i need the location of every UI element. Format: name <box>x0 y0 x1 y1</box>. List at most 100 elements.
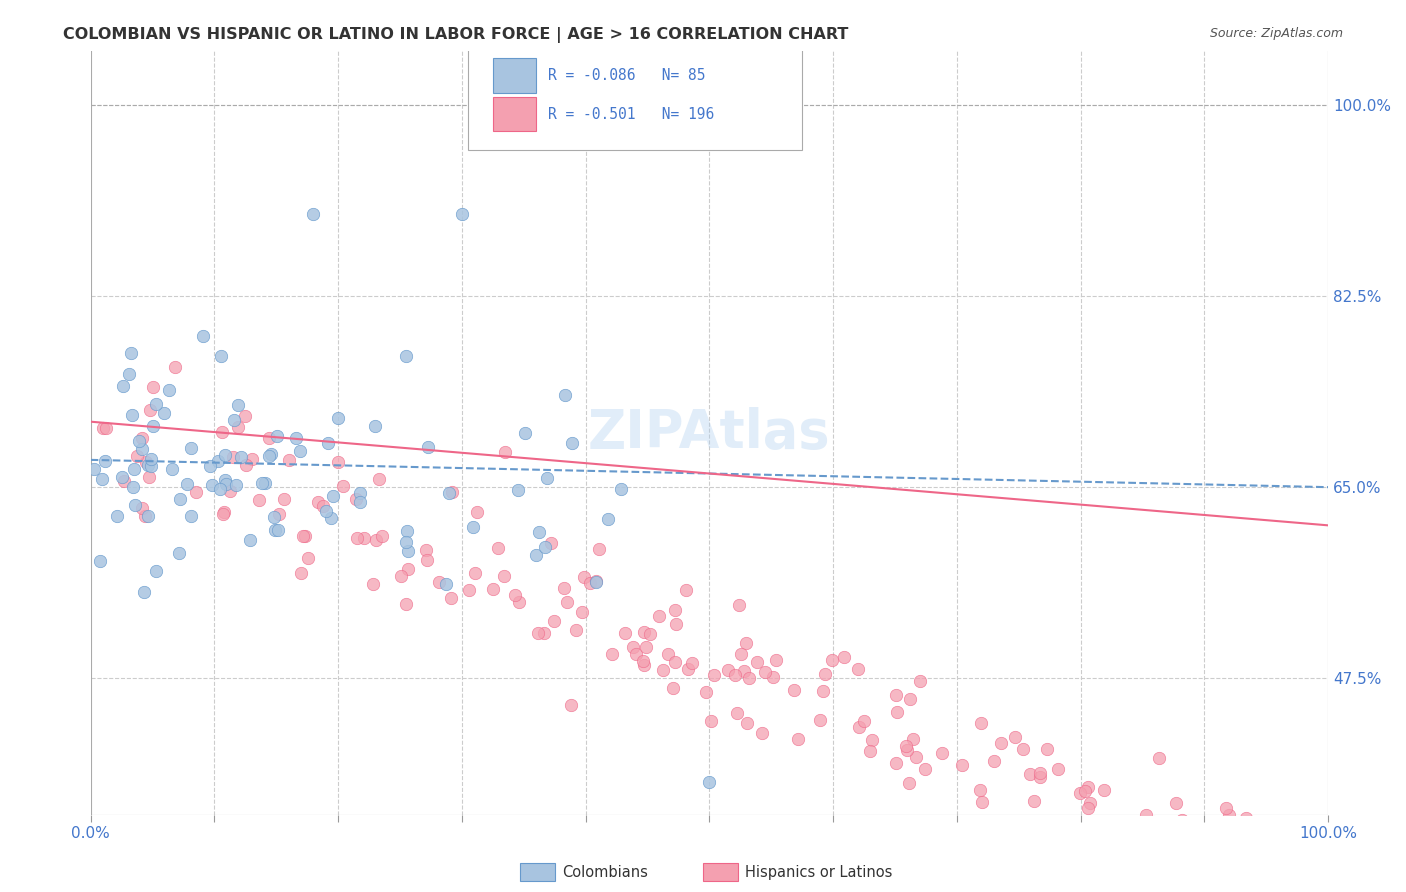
Hispanics or Latinos <box>344 491 367 506</box>
Hispanics or Latinos <box>572 569 595 583</box>
Hispanics or Latinos <box>533 625 555 640</box>
Colombians <box>349 486 371 500</box>
Hispanics or Latinos <box>91 421 114 435</box>
Hispanics or Latinos <box>662 681 685 695</box>
Text: R = -0.501   N= 196: R = -0.501 N= 196 <box>548 106 714 121</box>
Text: Hispanics or Latinos: Hispanics or Latinos <box>745 865 893 880</box>
Colombians <box>136 509 159 524</box>
Hispanics or Latinos <box>1294 818 1316 832</box>
Hispanics or Latinos <box>1063 822 1085 837</box>
Hispanics or Latinos <box>212 505 235 519</box>
Hispanics or Latinos <box>946 831 969 846</box>
Hispanics or Latinos <box>585 574 607 588</box>
Colombians <box>513 426 536 441</box>
Colombians <box>131 442 153 456</box>
Hispanics or Latinos <box>886 705 908 719</box>
Hispanics or Latinos <box>112 475 135 489</box>
Colombians <box>121 408 143 422</box>
Hispanics or Latinos <box>1067 839 1090 854</box>
Hispanics or Latinos <box>240 452 263 467</box>
Bar <box>494 96 536 131</box>
Hispanics or Latinos <box>1201 840 1223 855</box>
Colombians <box>288 444 311 458</box>
Hispanics or Latinos <box>1215 801 1237 815</box>
Hispanics or Latinos <box>564 624 586 638</box>
Colombians <box>263 509 285 524</box>
Hispanics or Latinos <box>735 636 758 650</box>
Hispanics or Latinos <box>665 616 688 631</box>
Hispanics or Latinos <box>623 640 645 655</box>
Hispanics or Latinos <box>1250 828 1272 842</box>
Hispanics or Latinos <box>848 720 870 734</box>
Hispanics or Latinos <box>131 501 153 516</box>
Colombians <box>264 523 287 537</box>
Colombians <box>122 480 145 494</box>
Hispanics or Latinos <box>1126 820 1149 834</box>
Hispanics or Latinos <box>970 715 993 730</box>
Hispanics or Latinos <box>1308 840 1330 855</box>
Colombians <box>214 448 236 462</box>
Hispanics or Latinos <box>415 543 437 558</box>
Colombians <box>266 428 288 442</box>
Hispanics or Latinos <box>675 582 697 597</box>
Colombians <box>207 454 229 468</box>
Colombians <box>214 473 236 487</box>
Colombians <box>463 520 485 534</box>
Hispanics or Latinos <box>700 714 723 729</box>
Colombians <box>254 476 277 491</box>
Hispanics or Latinos <box>747 655 769 669</box>
Hispanics or Latinos <box>735 716 758 731</box>
Hispanics or Latinos <box>1046 762 1069 776</box>
Hispanics or Latinos <box>588 542 610 557</box>
Hispanics or Latinos <box>486 541 509 556</box>
Colombians <box>451 207 474 221</box>
Hispanics or Latinos <box>138 470 160 484</box>
FancyBboxPatch shape <box>468 36 803 150</box>
Hispanics or Latinos <box>761 670 783 684</box>
Colombians <box>91 471 114 485</box>
Hispanics or Latinos <box>931 746 953 760</box>
Hispanics or Latinos <box>1264 830 1286 844</box>
Text: Source: ZipAtlas.com: Source: ZipAtlas.com <box>1209 27 1343 40</box>
Colombians <box>596 512 619 526</box>
Hispanics or Latinos <box>1294 840 1316 855</box>
Hispanics or Latinos <box>457 583 479 598</box>
Hispanics or Latinos <box>579 575 602 590</box>
Hispanics or Latinos <box>247 492 270 507</box>
Colombians <box>201 477 224 491</box>
Hispanics or Latinos <box>292 529 315 543</box>
Hispanics or Latinos <box>600 647 623 661</box>
Colombians <box>554 388 576 402</box>
Colombians <box>224 413 246 427</box>
Hispanics or Latinos <box>257 431 280 445</box>
Colombians <box>145 564 167 578</box>
Text: R = -0.086   N= 85: R = -0.086 N= 85 <box>548 69 706 83</box>
Colombians <box>118 367 141 381</box>
Hispanics or Latinos <box>1258 840 1281 855</box>
Hispanics or Latinos <box>904 750 927 764</box>
Colombians <box>215 477 238 491</box>
Hispanics or Latinos <box>553 581 575 595</box>
Hispanics or Latinos <box>853 714 876 728</box>
Hispanics or Latinos <box>368 472 391 486</box>
Bar <box>494 58 536 93</box>
Hispanics or Latinos <box>636 640 658 655</box>
Colombians <box>159 383 181 397</box>
Hispanics or Latinos <box>733 664 755 678</box>
Hispanics or Latinos <box>1029 766 1052 780</box>
Hispanics or Latinos <box>290 566 312 580</box>
Colombians <box>302 207 325 221</box>
Hispanics or Latinos <box>371 529 394 543</box>
Colombians <box>120 346 142 360</box>
Hispanics or Latinos <box>1077 801 1099 815</box>
Hispanics or Latinos <box>1275 840 1298 855</box>
Colombians <box>364 418 387 433</box>
Hispanics or Latinos <box>983 754 1005 768</box>
Colombians <box>122 462 145 476</box>
Hispanics or Latinos <box>1246 840 1268 855</box>
Hispanics or Latinos <box>482 582 505 596</box>
Hispanics or Latinos <box>633 624 655 639</box>
Colombians <box>260 447 283 461</box>
Hispanics or Latinos <box>631 654 654 668</box>
Hispanics or Latinos <box>366 533 388 547</box>
